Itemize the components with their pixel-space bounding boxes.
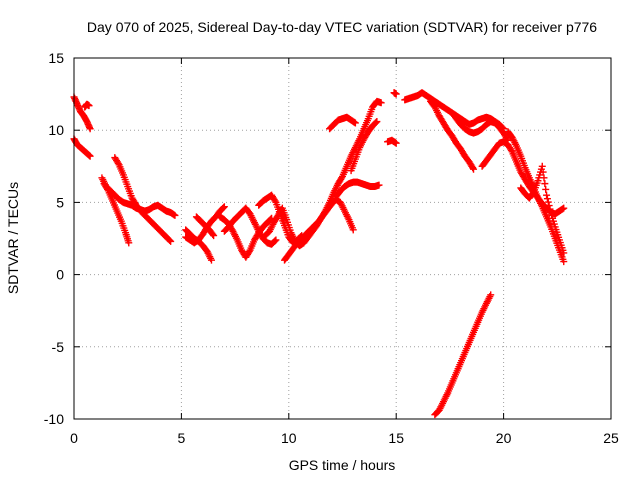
- data-point: [351, 119, 359, 127]
- data-point-interp: [209, 230, 217, 238]
- series-arc-p: [326, 113, 359, 133]
- data-point: [373, 118, 381, 126]
- data-point: [86, 152, 94, 160]
- series-arc-c: [70, 135, 94, 160]
- series-arc-e: [100, 180, 133, 247]
- data-point: [220, 203, 228, 211]
- series-arc-s: [390, 89, 400, 98]
- data-point: [85, 102, 93, 110]
- data-point-interp: [271, 197, 279, 205]
- series-arc-m: [261, 97, 385, 250]
- y-tick-label: 10: [48, 122, 64, 138]
- series-arc-q: [347, 118, 381, 175]
- axis-ticks: [73, 57, 612, 420]
- x-tick-labels: 0 5 10 15 20 25: [70, 430, 619, 446]
- y-tick-label: 15: [48, 50, 64, 66]
- series-arc-o: [332, 178, 383, 201]
- series-arc-t: [401, 89, 508, 133]
- y-tick-label: 5: [56, 194, 64, 210]
- data-point-interp: [545, 202, 553, 210]
- data-point: [392, 139, 400, 147]
- data-point: [470, 165, 478, 173]
- grid-lines: [74, 58, 611, 419]
- y-tick-label: -5: [52, 339, 65, 355]
- data-point-interp: [544, 198, 552, 206]
- data-point: [167, 237, 175, 245]
- series-arc-b: [81, 100, 93, 111]
- data-point: [543, 191, 551, 199]
- data-point: [207, 256, 215, 264]
- y-tick-label: 0: [56, 267, 64, 283]
- data-point-interp: [469, 164, 477, 172]
- data-point: [560, 204, 568, 212]
- data-point-interp: [546, 205, 554, 213]
- chart-title: Day 070 of 2025, Sidereal Day-to-day VTE…: [87, 19, 597, 35]
- series-arc-y: [517, 162, 568, 257]
- data-point: [210, 232, 218, 240]
- x-tick-label: 25: [603, 430, 619, 446]
- data-point-interp: [542, 185, 550, 193]
- data-point-interp: [541, 180, 549, 188]
- data-point: [349, 226, 357, 234]
- data-point-interp: [166, 237, 174, 245]
- data-point-interp: [372, 118, 380, 126]
- data-point: [392, 90, 400, 98]
- data-point-interp: [220, 204, 228, 212]
- series-arc-u: [427, 97, 478, 173]
- series-arc-w: [478, 138, 568, 218]
- data-points: [70, 89, 568, 419]
- x-tick-label: 0: [70, 430, 78, 446]
- data-point: [272, 236, 280, 244]
- y-tick-label: -10: [44, 411, 64, 427]
- x-tick-label: 5: [178, 430, 186, 446]
- series-arc-f: [111, 154, 175, 245]
- data-point-interp: [271, 237, 279, 245]
- series-arc-r: [384, 136, 400, 147]
- x-tick-label: 10: [281, 430, 297, 446]
- data-point: [487, 291, 495, 299]
- data-point-interp: [539, 168, 547, 176]
- data-point: [86, 125, 94, 133]
- plot-frame: [73, 57, 612, 420]
- series-arc-i: [192, 213, 218, 240]
- data-point: [171, 211, 179, 219]
- x-tick-label: 15: [388, 430, 404, 446]
- series-arc-k: [220, 204, 280, 248]
- data-point: [375, 181, 383, 189]
- series-arc-z: [431, 291, 495, 419]
- series-arc-h: [182, 203, 228, 247]
- data-point: [538, 162, 546, 170]
- series-arc-n: [281, 196, 357, 264]
- data-point-interp: [540, 174, 548, 182]
- x-tick-label: 20: [496, 430, 512, 446]
- x-axis-label: GPS time / hours: [289, 457, 396, 473]
- data-point: [377, 99, 385, 107]
- data-point: [560, 258, 568, 266]
- data-point-interp: [543, 195, 551, 203]
- data-point: [560, 249, 568, 257]
- y-axis-label: SDTVAR / TECUs: [5, 182, 21, 294]
- data-point: [125, 239, 133, 247]
- y-tick-labels: -10 -5 0 5 10 15: [44, 50, 64, 427]
